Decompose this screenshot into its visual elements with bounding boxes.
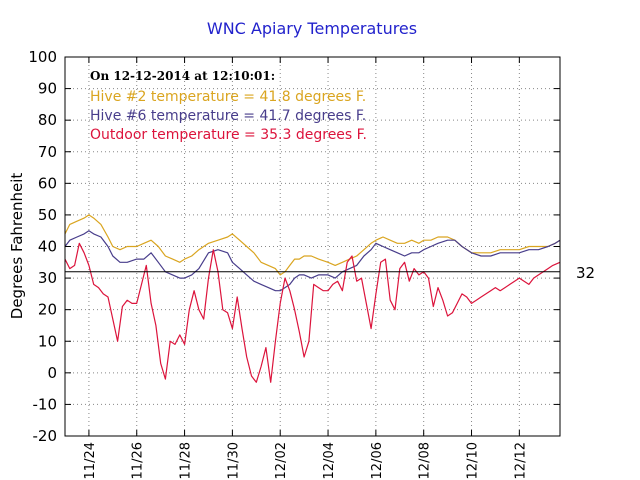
x-tick-label: 12/02 <box>274 442 289 479</box>
y-tick-label: 50 <box>38 206 57 224</box>
x-tick-label: 12/04 <box>322 442 337 479</box>
plot-frame <box>64 56 561 437</box>
chart-title: WNC Apiary Temperatures <box>207 19 417 38</box>
annotation-hive2: Hive #2 temperature = 41.8 degrees F. <box>90 89 366 105</box>
annotation-hive6: Hive #6 temperature = 41.7 degrees F. <box>90 108 366 124</box>
x-tick-label: 12/08 <box>418 442 433 479</box>
reference-line-group: 32 <box>65 264 595 282</box>
grid <box>65 57 560 436</box>
y-tick-label: 100 <box>28 48 57 66</box>
y-tick-label: 60 <box>38 174 57 192</box>
y-tick-label: 20 <box>38 301 57 319</box>
x-tick-label: 12/12 <box>513 442 528 479</box>
y-tick-label: 80 <box>38 111 57 129</box>
y-tick-label: -10 <box>33 395 58 413</box>
annotation-outdoor: Outdoor temperature = 35.3 degrees F. <box>90 127 367 143</box>
x-tick-label: 11/28 <box>179 442 194 479</box>
y-tick-label: -20 <box>33 427 58 445</box>
axes: -20 -10 0 10 20 30 40 50 60 70 80 90 100 11/24 11/26 11… <box>28 48 561 479</box>
series-line-outdoor <box>64 242 561 383</box>
series-group <box>64 214 561 383</box>
annotation-timestamp: On 12-12-2014 at 12:10:01: <box>90 69 275 83</box>
series-line-hive-6 <box>64 230 561 292</box>
x-tick-label: 11/24 <box>83 442 98 479</box>
x-tick-label: 12/06 <box>370 442 385 479</box>
y-tick-label: 10 <box>38 332 57 350</box>
x-tick-label: 11/30 <box>226 442 241 479</box>
y-tick-label: 30 <box>38 269 57 287</box>
y-tick-label: 0 <box>47 364 57 382</box>
y-tick-label: 40 <box>38 238 57 256</box>
y-tick-label: 70 <box>38 143 57 161</box>
reference-line-label: 32 <box>576 264 595 282</box>
x-tick-label: 12/10 <box>466 442 481 479</box>
x-tick-label: 11/26 <box>131 442 146 479</box>
y-axis-label: Degrees Fahrenheit <box>8 173 26 320</box>
y-tick-label: 90 <box>38 80 57 98</box>
series-line-hive-2 <box>64 214 561 276</box>
annotation: On 12-12-2014 at 12:10:01: Hive #2 tempe… <box>90 69 367 143</box>
